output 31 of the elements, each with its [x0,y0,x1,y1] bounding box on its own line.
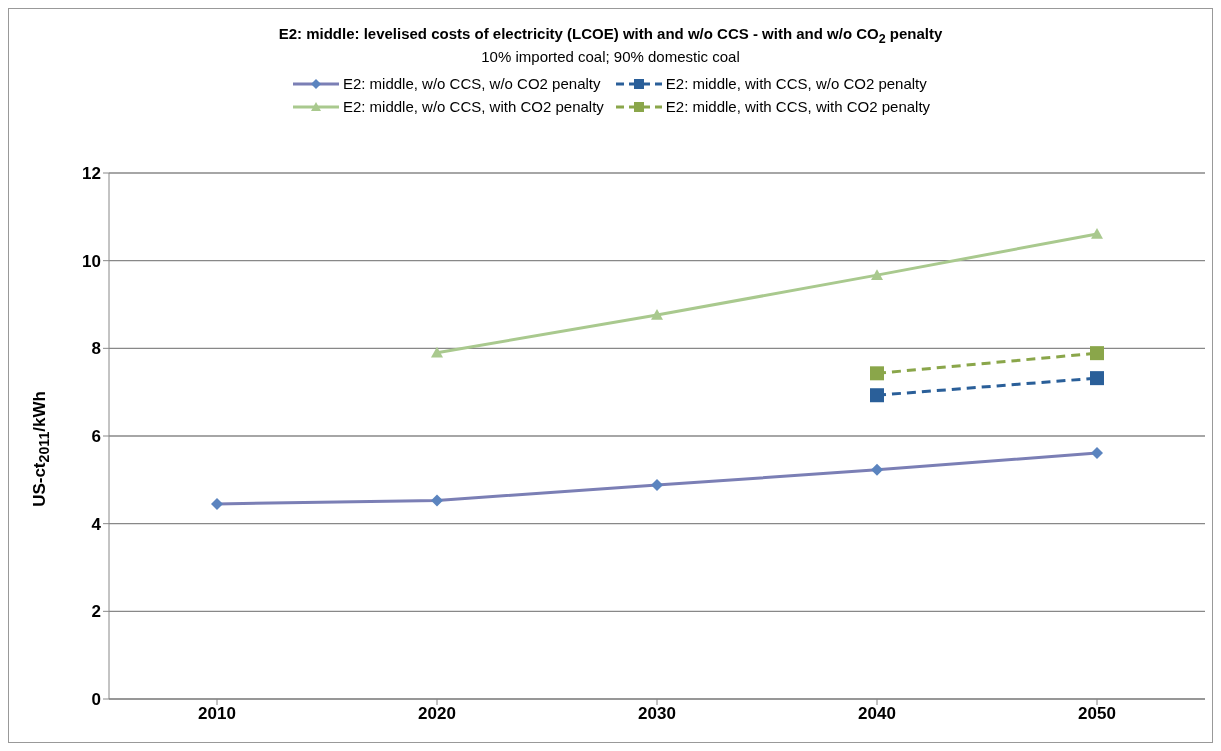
point [211,497,223,510]
x-tick-label: 2010 [198,704,236,724]
point [1091,447,1103,460]
x-tick-label: 2050 [1078,704,1116,724]
point [870,366,884,381]
point [1090,371,1104,386]
point [431,346,443,358]
x-tick-label: 2020 [418,704,456,724]
legend-label: E2: middle, w/o CCS, with CO2 penalty [342,98,604,115]
legend-label: E2: middle, with CCS, with CO2 penalty [665,98,931,115]
point [871,463,883,476]
y-tick-label: 6 [91,427,101,447]
legend-label: E2: middle, with CCS, w/o CO2 penalty [665,75,927,92]
point [651,479,663,492]
y-tick-label: 8 [91,339,101,359]
point [651,309,663,320]
x-tick-label: 2040 [858,704,896,724]
y-tick-label: 4 [91,514,102,534]
point [1090,346,1104,361]
point [1091,227,1103,239]
y-tick-label: 10 [82,251,101,271]
point [431,494,443,507]
chart-subtitle: 10% imported coal; 90% domestic coal [480,48,741,65]
y-tick-label: 12 [82,164,101,184]
legend-label: E2: middle, w/o CCS, w/o CO2 penalty [342,75,601,92]
chart-title: E2: middle: levelised costs of electricity (LCOE) with and w/o CCS - with and w/o CO$_{2}$ penalty [277,25,944,46]
point [870,388,884,403]
point [871,269,883,280]
y-tick-label: 0 [91,690,101,710]
x-tick-label: 2030 [638,704,676,724]
y-tick-label: 2 [91,602,101,622]
